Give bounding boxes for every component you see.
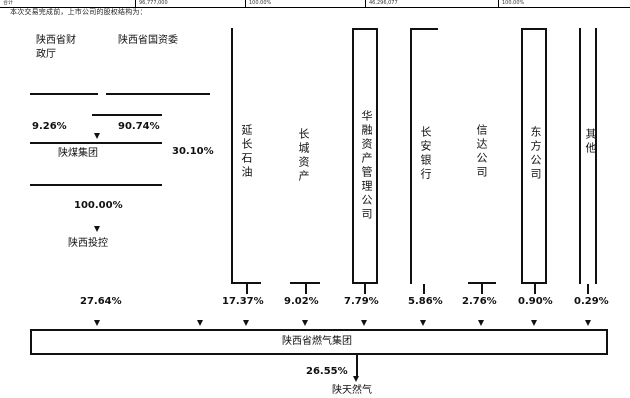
arrow-down-icon	[94, 226, 100, 232]
arrow-down-icon	[478, 320, 484, 326]
arrow-down-icon	[531, 320, 537, 326]
connector	[481, 284, 483, 294]
shareholder-label: 长安银行	[419, 126, 432, 182]
table-cell: 96,777,000	[135, 0, 244, 7]
investment-label: 陕西投控	[68, 238, 108, 249]
table-cell: 合计	[3, 0, 14, 6]
divider	[106, 93, 210, 95]
pct-shareholder: 7.79%	[344, 296, 379, 307]
divider	[30, 184, 162, 186]
arrow-down-icon	[420, 320, 426, 326]
arrow-down-icon	[94, 320, 100, 326]
shareholder-box: 其他	[579, 28, 597, 284]
company-box: 陕西省燃气集团	[30, 329, 608, 355]
shareholder-box: 华融资产管理公司	[352, 28, 378, 284]
shareholder-label: 延长石油	[240, 124, 253, 180]
pct-invest: 27.64%	[80, 296, 122, 307]
connector	[587, 284, 589, 294]
connector	[246, 284, 248, 294]
arrow-down-icon	[361, 320, 367, 326]
divider	[30, 142, 162, 144]
pct-shareholder: 9.02%	[284, 296, 319, 307]
shareholder-label: 长城资产	[297, 128, 310, 184]
group-label: 陕煤集团	[58, 148, 98, 159]
pct-listed: 26.55%	[306, 366, 348, 377]
listed-company-label: 陕天然气	[332, 385, 372, 396]
pct-group-invest: 100.00%	[74, 200, 123, 211]
pct-finance: 9.26%	[32, 121, 67, 132]
divider	[30, 93, 98, 95]
connector	[356, 355, 358, 377]
shaanxi-finance-label: 陕西省财政厅	[36, 35, 76, 60]
table-cell: 100.00%	[245, 0, 369, 7]
table-total-row: 合计 96,777,000 100.00% 46,296,077 100.00%	[0, 0, 630, 8]
company-label: 陕西省燃气集团	[282, 336, 352, 347]
pct-shareholder: 5.86%	[408, 296, 443, 307]
sasac-label: 陕西省国资委	[118, 35, 178, 46]
shareholder-label: 其他	[584, 128, 597, 156]
pct-group-direct: 30.10%	[172, 146, 214, 157]
arrow-down-icon	[302, 320, 308, 326]
shareholder-box: 东方公司	[521, 28, 547, 284]
pct-shareholder: 2.76%	[462, 296, 497, 307]
connector	[364, 284, 366, 294]
arrow-down-icon	[197, 320, 203, 326]
shareholder-box: 信达公司	[468, 28, 496, 284]
shareholder-box: 长城资产	[290, 28, 320, 284]
pct-shareholder: 0.90%	[518, 296, 553, 307]
divider	[92, 114, 162, 116]
arrow-down-icon	[94, 133, 100, 139]
shareholder-label: 华融资产管理公司	[360, 110, 373, 222]
shareholder-box: 延长石油	[231, 28, 261, 284]
shareholder-label: 东方公司	[529, 126, 542, 182]
table-cell: 46,296,077	[365, 0, 499, 7]
arrow-down-icon	[353, 376, 359, 382]
pct-sasac: 90.74%	[118, 121, 160, 132]
connector	[534, 284, 536, 294]
pct-shareholder: 17.37%	[222, 296, 264, 307]
arrow-down-icon	[243, 320, 249, 326]
connector	[305, 284, 307, 294]
arrow-down-icon	[585, 320, 591, 326]
pct-shareholder: 0.29%	[574, 296, 609, 307]
intro-text: 本次交易完成前，上市公司的股权结构为：	[10, 8, 147, 16]
table-cell: 100.00%	[498, 0, 622, 7]
connector	[423, 284, 425, 294]
shareholder-box: 长安银行	[410, 28, 438, 284]
shareholder-label: 信达公司	[475, 124, 488, 180]
